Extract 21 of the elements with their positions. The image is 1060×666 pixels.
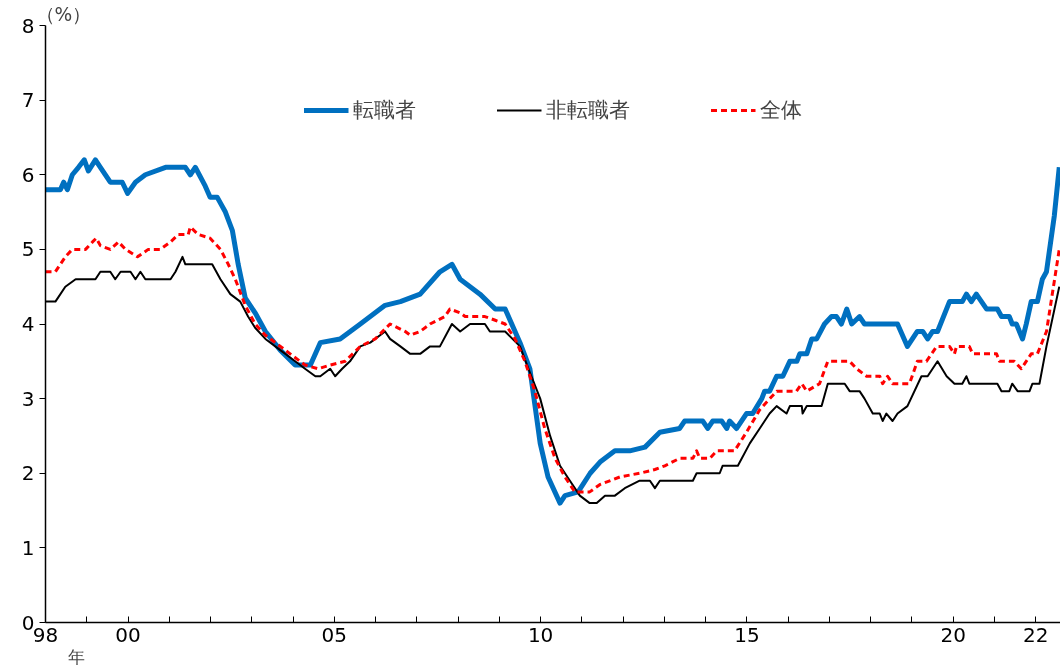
x-tick-label: 05 (321, 622, 348, 647)
y-tick-label: 4 (21, 312, 35, 336)
x-tick-label: 20 (940, 622, 966, 647)
y-tick-label: 5 (21, 237, 35, 262)
y-tick-label: 7 (21, 88, 35, 113)
y-tick-label: 2 (21, 461, 35, 486)
y-tick-label: 3 (21, 386, 35, 411)
x-tick-label: 98 (32, 622, 59, 647)
x-axis-title: 年 (67, 646, 85, 666)
x-tick-label: 15 (734, 622, 760, 647)
y-tick-label: 8 (21, 13, 35, 38)
y-tick-label: 1 (21, 535, 35, 560)
x-tick-label: 00 (115, 622, 141, 647)
legend-label: 転職者 (353, 96, 416, 124)
legend-label: 全体 (760, 96, 802, 124)
y-tick-label: 0 (21, 610, 35, 635)
x-tick-label: 22 (1023, 622, 1049, 647)
y-axis-title: （%） (35, 3, 92, 25)
legend-label: 非転職者 (546, 96, 630, 124)
y-tick-label: 6 (21, 162, 35, 187)
x-tick-label: 10 (527, 622, 554, 647)
